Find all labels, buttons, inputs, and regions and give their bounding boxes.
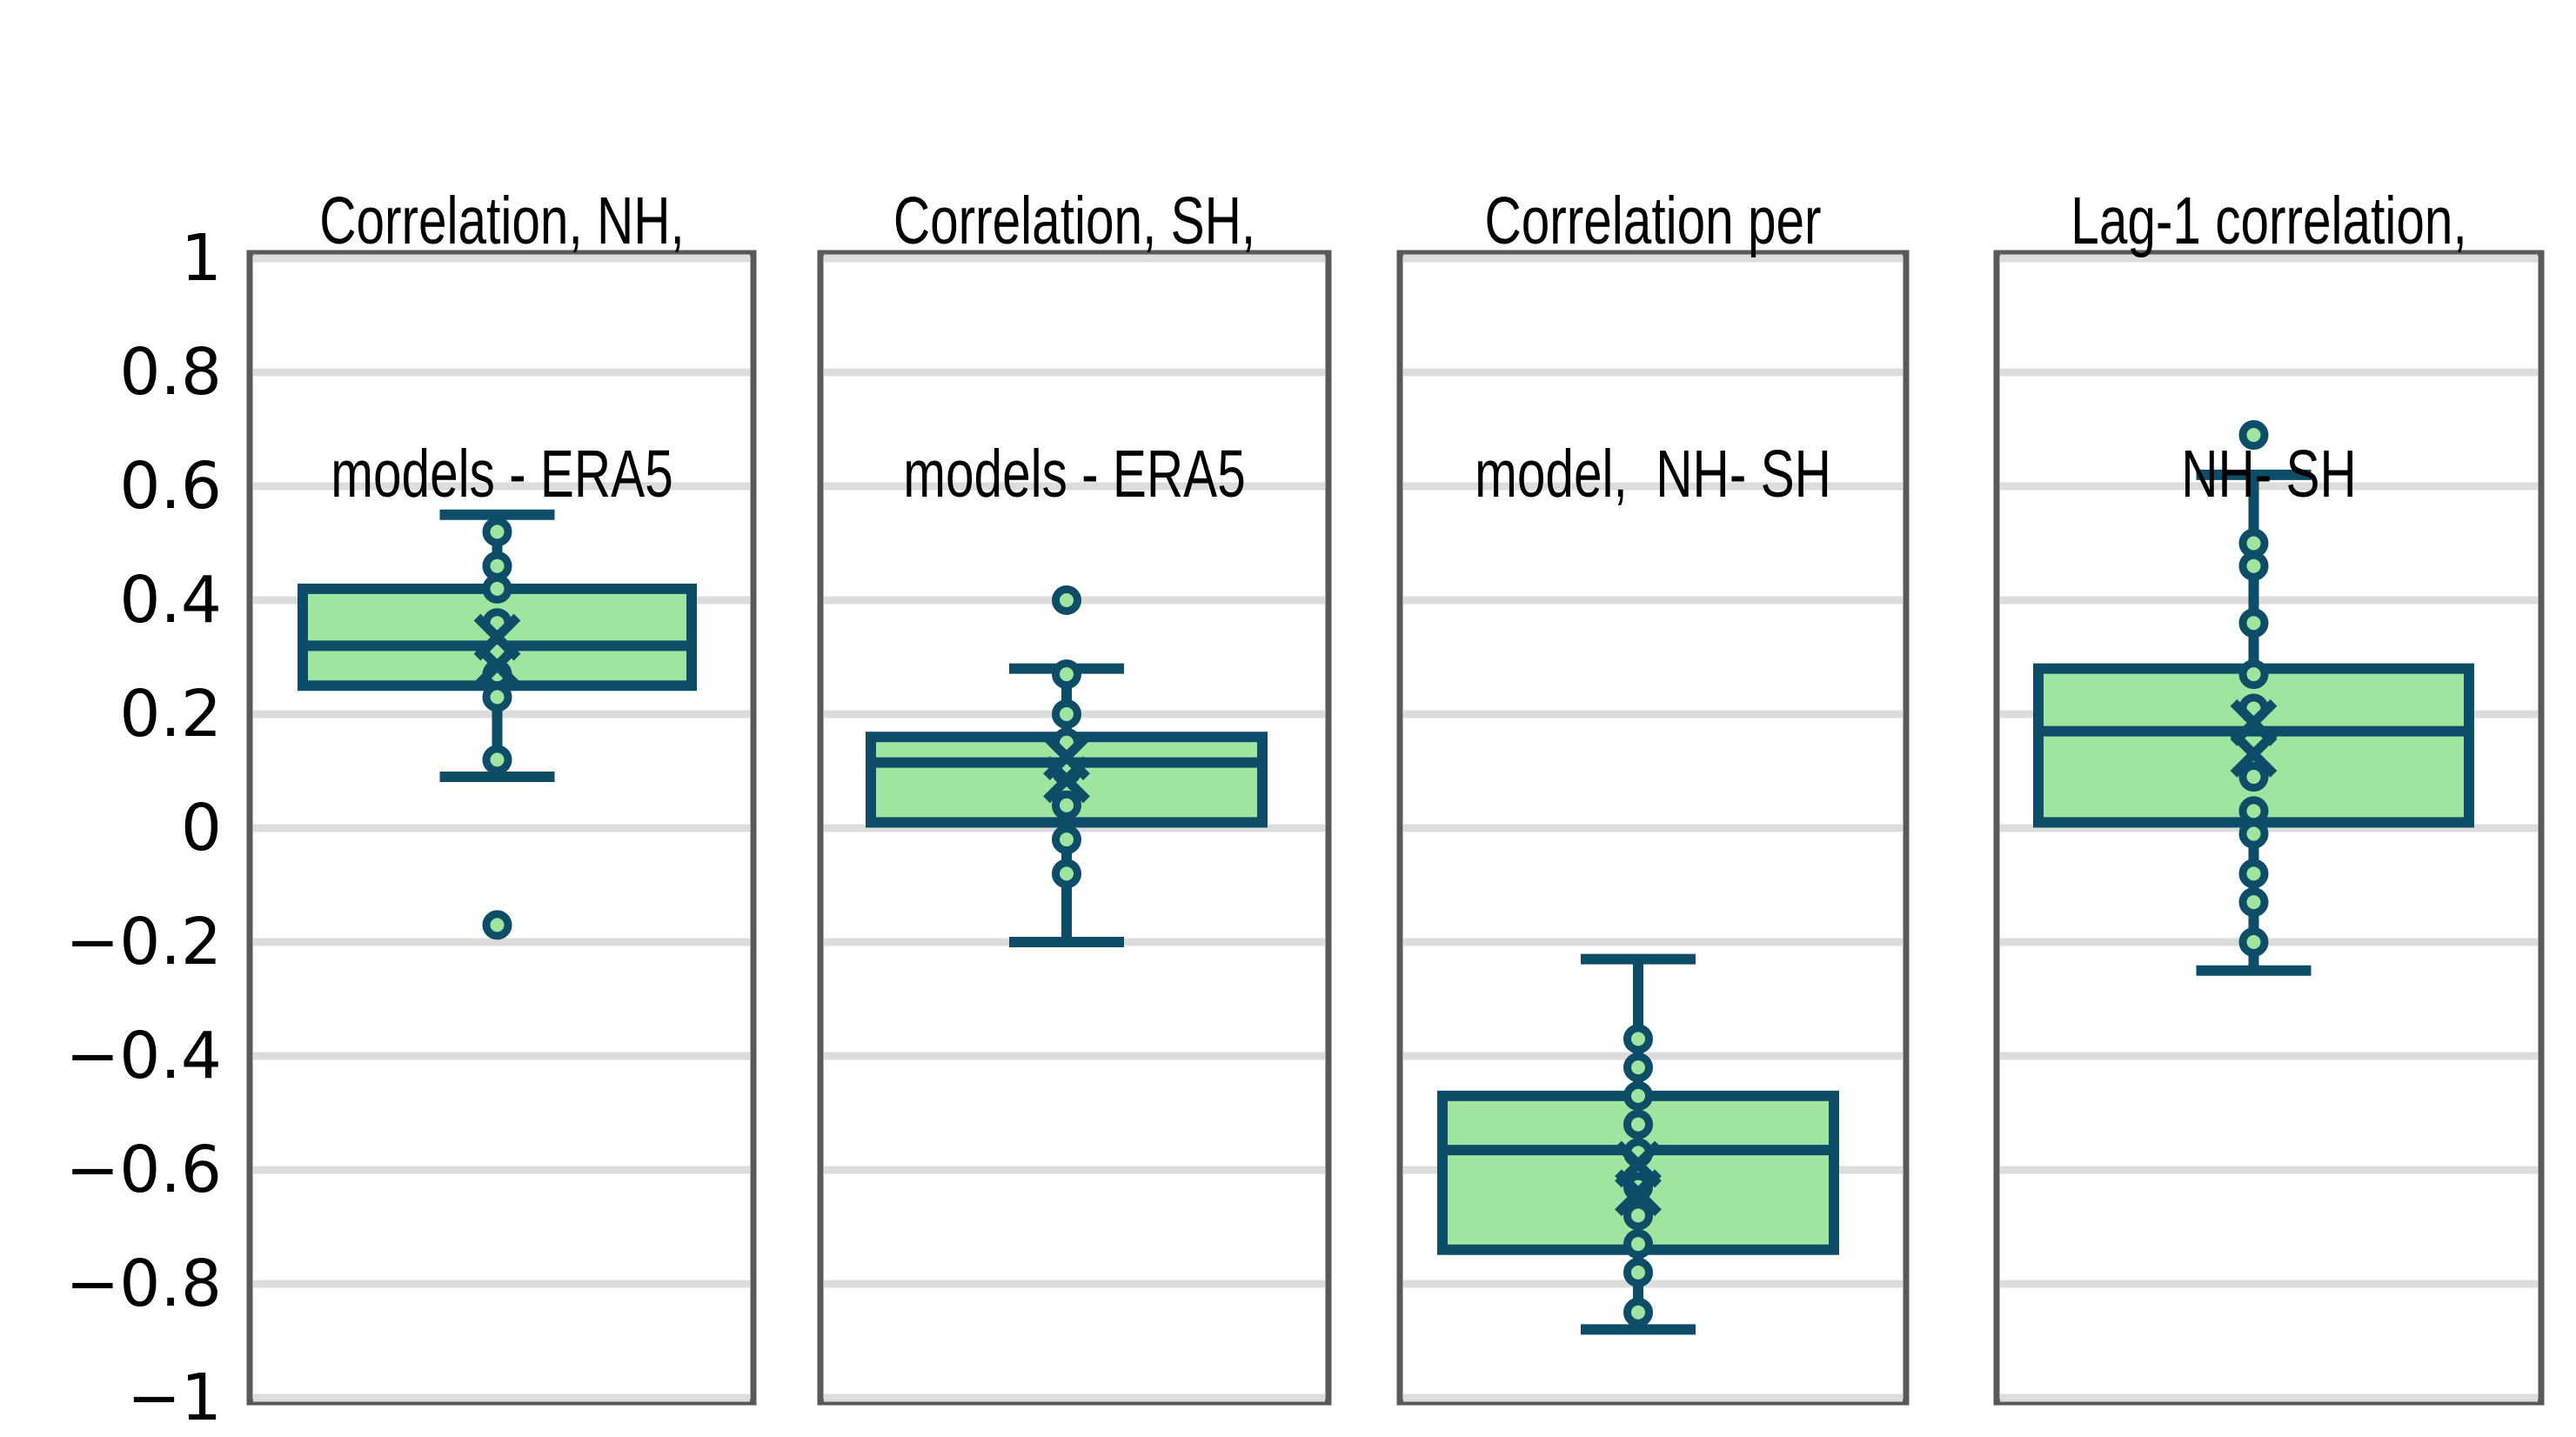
y-tick-label: 0.2 — [119, 677, 222, 752]
y-tick-label: 0.4 — [119, 563, 222, 638]
data-point — [2238, 551, 2269, 581]
boxplot-panel — [1396, 250, 1910, 1406]
y-tick-label: −0.4 — [65, 1019, 222, 1093]
data-point — [2238, 859, 2269, 889]
data-point — [1623, 1053, 1653, 1083]
data-point — [1623, 1200, 1653, 1231]
panel-title-line: model, NH- SH — [1475, 437, 1831, 511]
y-tick-label: −0.6 — [65, 1133, 222, 1207]
mean-x-marker — [2230, 730, 2278, 778]
panel-title-correlation-sh: Correlation, SH, models - ERA5 — [861, 10, 1287, 685]
panel-title-line: Lag-1 correlation, — [2071, 184, 2467, 258]
y-tick-label: −0.8 — [65, 1247, 222, 1321]
data-point — [1623, 1024, 1653, 1054]
mean-x-marker — [1043, 756, 1090, 804]
data-point — [1623, 1109, 1653, 1140]
data-point — [2238, 659, 2269, 690]
panel-title-line: Correlation, SH, — [893, 184, 1256, 258]
panel-title-line: models - ERA5 — [903, 437, 1246, 511]
data-point — [1623, 1229, 1653, 1260]
data-point — [1052, 585, 1081, 615]
data-point — [2238, 762, 2269, 792]
data-point — [1052, 659, 1081, 690]
panel-title-line: models - ERA5 — [331, 437, 673, 511]
data-point — [482, 517, 512, 547]
mean-x-marker — [473, 642, 521, 690]
data-point — [482, 573, 512, 604]
data-point — [482, 682, 512, 712]
data-point — [2238, 796, 2269, 826]
data-point — [1623, 1297, 1653, 1327]
y-tick-label: −1 — [126, 1360, 222, 1435]
y-tick-label: 1 — [180, 221, 222, 296]
data-point — [2238, 819, 2269, 849]
boxplot-panel — [1993, 250, 2545, 1406]
y-tick-label: −0.2 — [65, 905, 222, 979]
data-point — [1623, 1257, 1653, 1287]
panel-title-correlation-per-model: Correlation per model, NH- SH — [1441, 10, 1865, 685]
data-point — [1052, 790, 1081, 820]
data-point — [2238, 420, 2269, 451]
data-point — [1052, 699, 1081, 729]
data-point — [2238, 608, 2269, 638]
data-point — [2238, 887, 2269, 918]
data-point — [1052, 825, 1081, 855]
data-point — [1052, 859, 1081, 889]
data-point — [1623, 1080, 1653, 1111]
data-point — [482, 745, 512, 775]
panel-title-line: Correlation per — [1484, 184, 1822, 258]
panel-title-line: NH- SH — [2181, 437, 2357, 511]
y-tick-label: 0.8 — [119, 335, 222, 410]
panel-title-line: Correlation, NH, — [319, 184, 685, 258]
mean-x-marker — [1615, 1169, 1662, 1217]
boxplot-panel — [817, 250, 1332, 1406]
y-tick-label: 0.6 — [119, 449, 222, 524]
y-tick-label: 0 — [180, 791, 222, 866]
panel-title-correlation-nh: Correlation, NH, models - ERA5 — [291, 10, 713, 685]
panel-title-lag1-correlation: Lag-1 correlation, NH- SH — [2042, 10, 2495, 685]
data-point — [2238, 927, 2269, 957]
data-point — [482, 910, 512, 940]
boxplot-panel — [246, 250, 757, 1406]
